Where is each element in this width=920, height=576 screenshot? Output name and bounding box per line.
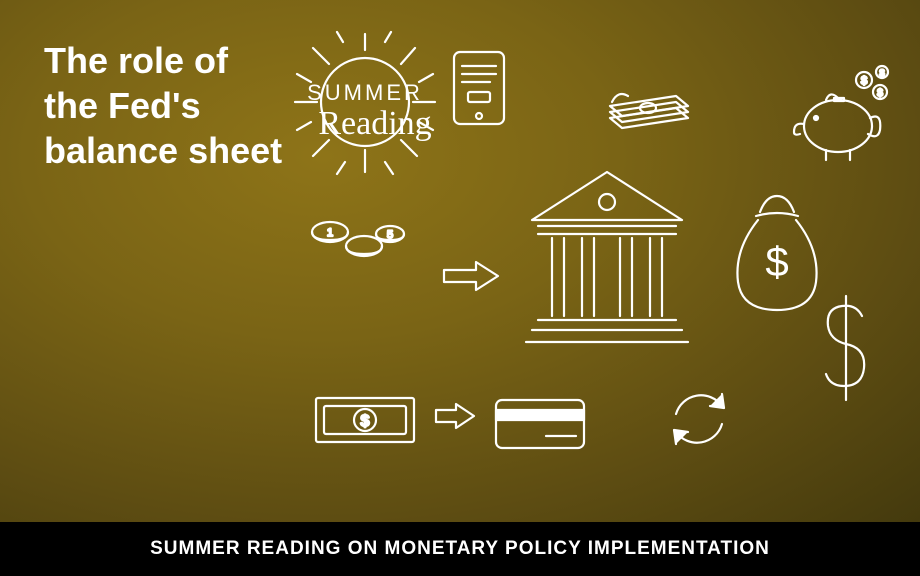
arrow-right-to-card-icon: [432, 398, 480, 439]
svg-text:$: $: [877, 88, 883, 99]
svg-text:$: $: [765, 238, 788, 285]
svg-text:$: $: [861, 75, 867, 87]
title-line-2: the Fed's: [44, 83, 282, 128]
cycle-arrows-icon: [660, 380, 738, 463]
svg-text:5: 5: [387, 229, 393, 241]
sun-text-bottom: Reading: [318, 105, 431, 142]
bank-building-icon: [512, 158, 702, 363]
coins-icon: 5 1: [302, 210, 412, 275]
piggy-bank-icon: $ $ $: [786, 62, 896, 177]
main-panel: The role of the Fed's balance sheet SUMM…: [0, 0, 920, 522]
footer-bar: SUMMER READING ON MONETARY POLICY IMPLEM…: [0, 522, 920, 576]
page-title: The role of the Fed's balance sheet: [44, 38, 282, 173]
sun-text-top: SUMMER: [307, 80, 423, 105]
dollar-sign-icon: [806, 290, 886, 415]
svg-text:1: 1: [327, 227, 333, 239]
credit-card-icon: [490, 392, 590, 457]
svg-text:$: $: [879, 68, 884, 78]
tablet-icon: [450, 48, 508, 133]
dollar-bill-icon: $: [310, 388, 420, 453]
sun-summer-reading-icon: SUMMER Reading: [275, 30, 455, 185]
cash-stack-icon: [598, 74, 698, 139]
svg-text:$: $: [361, 413, 370, 430]
arrow-right-to-bank-icon: [438, 256, 506, 301]
title-line-3: balance sheet: [44, 128, 282, 173]
title-line-1: The role of: [44, 38, 282, 83]
footer-text: SUMMER READING ON MONETARY POLICY IMPLEM…: [150, 538, 770, 560]
